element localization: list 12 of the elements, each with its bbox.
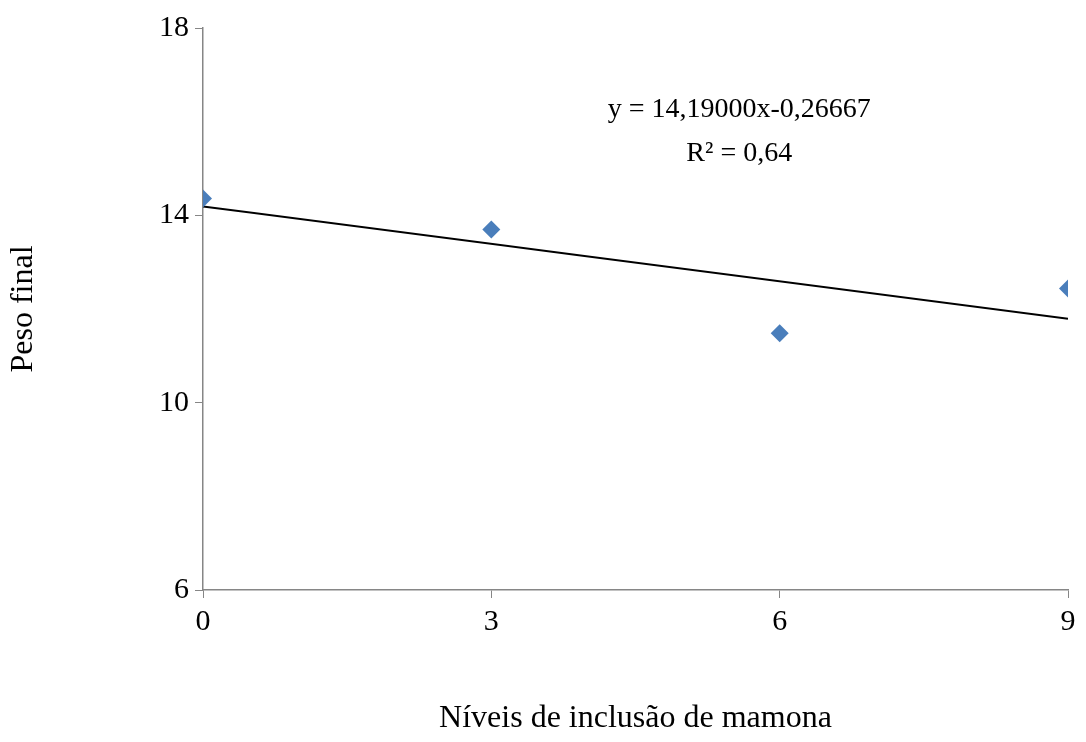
y-tick-label: 6 — [174, 570, 189, 604]
annotation: y = 14,19000x-0,26667 — [607, 92, 871, 124]
x-axis-title: Níveis de inclusão de mamona — [439, 698, 832, 735]
y-tick-label: 18 — [159, 8, 189, 42]
y-axis-title: Peso final — [2, 245, 39, 373]
y-tick-label: 14 — [159, 196, 189, 230]
x-tick-label: 9 — [1060, 602, 1076, 636]
annotation: R² = 0,64 — [686, 136, 793, 168]
y-tick-label: 10 — [159, 383, 189, 417]
x-tick-label: 6 — [772, 602, 788, 636]
x-tick-label: 3 — [483, 602, 499, 636]
x-tick-label: 0 — [195, 602, 211, 636]
